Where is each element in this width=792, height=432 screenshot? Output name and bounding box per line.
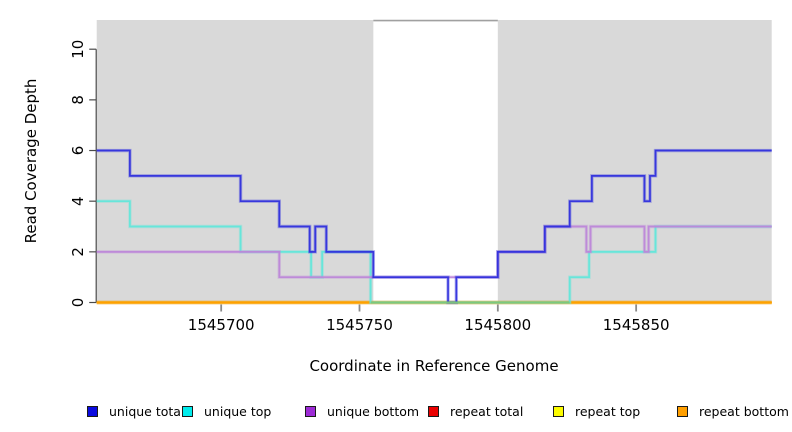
legend-item-unique-bottom: unique bottom [305, 399, 419, 423]
x-tick-label: 1545750 [326, 316, 393, 334]
legend-label: unique total [109, 403, 185, 419]
legend-item-repeat-total: repeat total [428, 399, 523, 423]
x-tick-label: 1545800 [464, 316, 531, 334]
y-tick-label: 2 [69, 247, 87, 257]
y-tick-label: 4 [69, 196, 87, 206]
y-tick-label: 8 [69, 95, 87, 105]
legend-label: unique top [204, 403, 272, 419]
y-tick-label: 0 [69, 298, 87, 308]
legend-item-repeat-bottom: repeat bottom [677, 399, 789, 423]
legend-swatch-repeat-top [553, 405, 564, 417]
x-tick-label: 1545700 [188, 316, 255, 334]
legend-item-unique-total: unique total [87, 399, 184, 423]
legend-swatch-unique-bottom [305, 405, 316, 417]
legend-swatch-repeat-total [428, 405, 439, 417]
legend-label: unique bottom [327, 403, 420, 419]
legend-label: repeat top [575, 403, 641, 419]
legend-item-unique-top: unique top [182, 399, 271, 423]
legend-swatch-unique-top [182, 405, 193, 417]
highlight-band [373, 20, 498, 303]
legend-label: repeat total [450, 403, 524, 419]
legend-swatch-repeat-bottom [677, 405, 688, 417]
x-tick-label: 1545850 [603, 316, 670, 334]
legend-item-repeat-top: repeat top [553, 399, 640, 423]
legend-swatch-unique-total [87, 405, 98, 417]
legend: unique total unique top unique bottom repea… [0, 399, 792, 423]
x-axis-title: Coordinate in Reference Genome [309, 357, 559, 375]
y-axis-title: Read Coverage Depth [22, 78, 40, 244]
y-tick-label: 6 [69, 146, 87, 156]
y-tick-label: 10 [69, 40, 87, 59]
legend-label: repeat bottom [699, 403, 789, 419]
